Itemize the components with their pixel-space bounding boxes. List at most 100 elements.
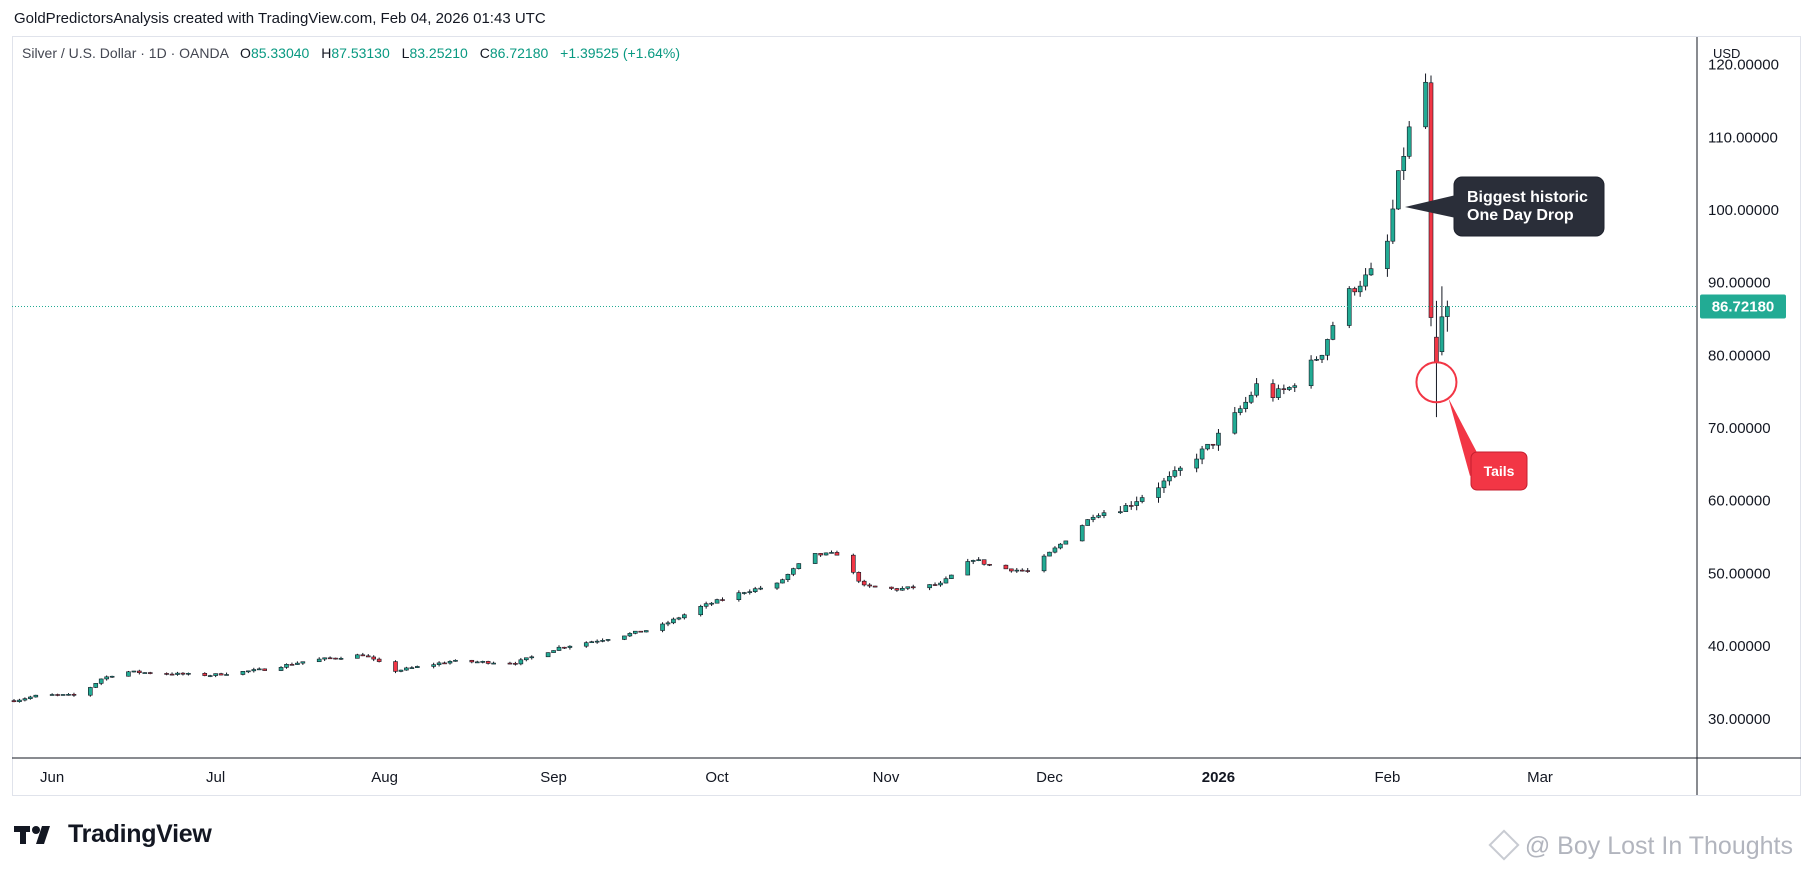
candle-body bbox=[480, 661, 486, 663]
tails-callout-box[interactable] bbox=[1470, 451, 1528, 491]
candle-body bbox=[1423, 81, 1428, 128]
tails-circle bbox=[1415, 361, 1458, 404]
candle-body bbox=[55, 694, 60, 696]
last-price-label-bg bbox=[1700, 294, 1786, 319]
legend-low: 83.25210 bbox=[409, 45, 468, 61]
candle-body bbox=[856, 572, 862, 582]
candle-body bbox=[1058, 543, 1063, 549]
legend-high: 87.53130 bbox=[331, 45, 390, 61]
legend-low-label: L bbox=[401, 45, 410, 61]
candle-body bbox=[1445, 306, 1450, 317]
tradingview-logo[interactable]: TradingView bbox=[14, 820, 212, 849]
candle-body bbox=[322, 657, 327, 660]
candle-body bbox=[518, 659, 524, 665]
candle-body bbox=[970, 560, 976, 562]
candle-body bbox=[355, 654, 360, 659]
candle-body bbox=[1123, 505, 1129, 512]
candle-body bbox=[1232, 412, 1238, 434]
time-tick-label: Jun bbox=[40, 769, 64, 786]
legend-change: +1.39525 (+1.64%) bbox=[560, 45, 681, 61]
candle-body bbox=[1205, 443, 1210, 450]
candle-body bbox=[98, 678, 104, 684]
candle-body bbox=[1156, 487, 1161, 498]
candle-body bbox=[507, 662, 513, 665]
candle-body bbox=[812, 553, 818, 564]
candle-body bbox=[295, 662, 300, 665]
candle-body bbox=[169, 673, 175, 676]
candle-body bbox=[409, 667, 415, 669]
price-tick-label: 60.00000 bbox=[1708, 493, 1771, 510]
candle-body bbox=[1009, 568, 1014, 572]
time-tick-label: Sep bbox=[540, 769, 567, 786]
tradingview-logo-icon bbox=[14, 825, 50, 844]
candle-body bbox=[1368, 268, 1374, 276]
candle-body bbox=[627, 633, 633, 637]
candle-body bbox=[365, 655, 371, 658]
candle-body bbox=[109, 675, 115, 678]
legend-symbol[interactable]: Silver / U.S. Dollar · 1D · OANDA bbox=[22, 45, 229, 61]
candle-body bbox=[589, 641, 595, 644]
callout-text-line: Biggest historic bbox=[1467, 189, 1588, 206]
candle-body bbox=[131, 670, 137, 673]
time-tick-label: Nov bbox=[873, 769, 900, 786]
candle-body bbox=[1096, 515, 1101, 518]
candle-body bbox=[834, 552, 840, 556]
candle-body bbox=[142, 672, 148, 674]
candle-body bbox=[60, 694, 66, 696]
candle-body bbox=[175, 672, 180, 675]
candle-body bbox=[1167, 476, 1172, 482]
candle-body bbox=[1178, 467, 1183, 471]
candle-body bbox=[1330, 325, 1336, 340]
candle-body bbox=[246, 670, 251, 673]
candle-body bbox=[1134, 501, 1139, 506]
candle-body bbox=[965, 561, 971, 576]
candle-body bbox=[861, 580, 867, 586]
time-tick-label: Mar bbox=[1527, 769, 1553, 786]
candle-body bbox=[1079, 525, 1085, 542]
candle-body bbox=[703, 603, 709, 607]
candle-body bbox=[218, 673, 224, 676]
candle-body bbox=[698, 605, 704, 616]
time-tick-label: 2026 bbox=[1202, 769, 1235, 786]
candle-body bbox=[562, 646, 567, 649]
candle-body bbox=[338, 658, 344, 660]
price-tick-label: 90.00000 bbox=[1708, 275, 1771, 292]
candle-body bbox=[1128, 505, 1134, 507]
currency-label[interactable]: USD bbox=[1713, 46, 1741, 61]
legend-open: 85.33040 bbox=[250, 45, 310, 61]
candle-body bbox=[371, 656, 377, 660]
candle-body bbox=[981, 559, 987, 565]
candle-body bbox=[1406, 126, 1412, 157]
chart-header-title: GoldPredictorsAnalysis created with Trad… bbox=[14, 10, 546, 27]
candle-body bbox=[1210, 443, 1216, 446]
candle-body bbox=[398, 669, 404, 672]
candle-body bbox=[1047, 551, 1052, 557]
candle-body bbox=[927, 584, 932, 589]
chart-frame bbox=[12, 36, 1801, 796]
candle-body bbox=[1090, 516, 1096, 520]
candle-body bbox=[1385, 240, 1390, 269]
candle-body bbox=[207, 675, 213, 677]
candle-body bbox=[262, 668, 268, 671]
candle-body bbox=[791, 568, 796, 575]
candle-body bbox=[660, 623, 665, 631]
candle-body bbox=[987, 563, 992, 566]
candle-body bbox=[1357, 285, 1363, 293]
candle-body bbox=[28, 696, 33, 699]
callout-text-line: One Day Drop bbox=[1467, 207, 1574, 224]
candle-body bbox=[818, 553, 823, 556]
candle-body bbox=[1352, 288, 1357, 293]
candle-body bbox=[327, 657, 333, 660]
candle-body bbox=[1287, 387, 1292, 390]
candle-body bbox=[850, 554, 856, 573]
candle-body bbox=[1428, 82, 1434, 318]
candle-body bbox=[714, 599, 720, 604]
callout-pointer bbox=[1405, 195, 1456, 218]
candle-body bbox=[622, 635, 627, 640]
candle-body bbox=[894, 588, 900, 591]
candle-body bbox=[251, 669, 257, 672]
candle-body bbox=[180, 672, 186, 675]
candle-body bbox=[1199, 448, 1205, 460]
